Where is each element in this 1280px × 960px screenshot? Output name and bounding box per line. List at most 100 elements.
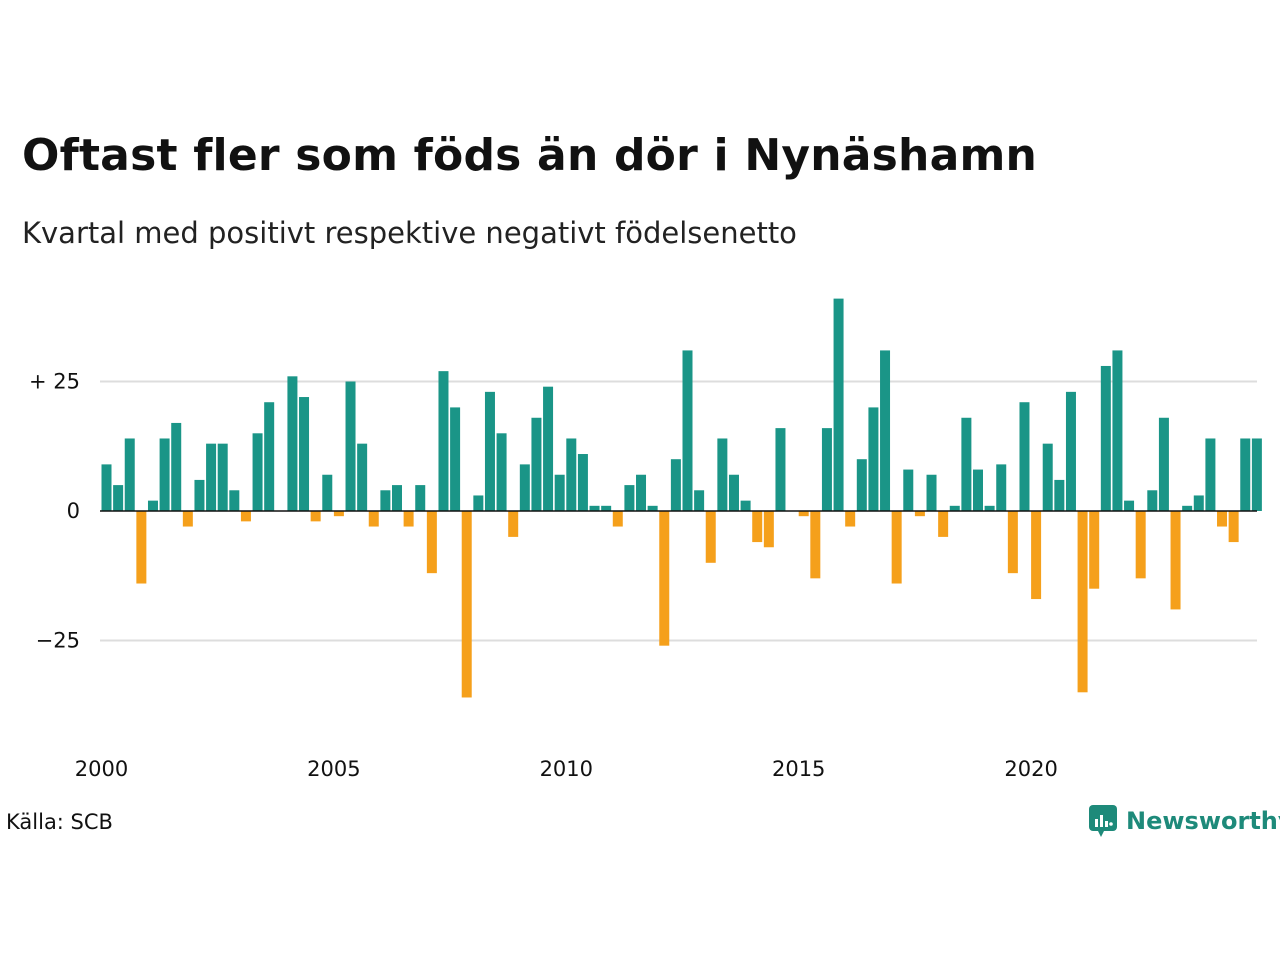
brand-logo: Newsworthy <box>1088 804 1280 838</box>
bar-positive <box>1124 500 1135 511</box>
bar-positive <box>833 298 844 511</box>
bar-positive <box>206 443 217 511</box>
bar-negative <box>705 511 716 563</box>
bar-positive <box>217 443 228 511</box>
bar-negative <box>182 511 193 527</box>
bar-negative <box>1089 511 1100 589</box>
bar-positive <box>682 350 693 511</box>
bar-positive <box>194 479 205 511</box>
bar-positive <box>543 386 554 511</box>
bar-positive <box>264 402 275 511</box>
bar-negative <box>368 511 379 527</box>
bar-positive <box>856 459 867 511</box>
bar-positive <box>670 459 681 511</box>
x-tick-label: 2010 <box>540 757 593 781</box>
bar-chart: + 25 0 −25 2000 2005 2010 2015 2020 <box>29 298 1262 781</box>
source-note: Källa: SCB <box>6 810 113 834</box>
bar-positive <box>566 438 577 511</box>
bar-positive <box>577 454 588 511</box>
bar-negative <box>752 511 763 543</box>
y-tick-label: + 25 <box>29 370 80 394</box>
bar-positive <box>1147 490 1158 511</box>
bar-positive <box>357 443 368 511</box>
bar-positive <box>299 397 310 511</box>
bar-positive <box>1054 479 1065 511</box>
bar-positive <box>1042 443 1053 511</box>
bar-negative <box>426 511 437 574</box>
bar-negative <box>1135 511 1146 579</box>
bar-negative <box>891 511 902 584</box>
bar-negative <box>810 511 821 579</box>
bar-positive <box>113 485 124 511</box>
y-tick-label: −25 <box>36 629 80 653</box>
bar-positive <box>903 469 914 511</box>
bar-positive <box>996 464 1007 511</box>
bar-positive <box>821 428 832 511</box>
bar-negative <box>798 511 809 517</box>
bar-positive <box>159 438 170 511</box>
bar-positive <box>322 474 333 511</box>
bar-positive <box>380 490 391 511</box>
bar-positive <box>728 474 739 511</box>
bar-negative <box>1217 511 1228 527</box>
bar-positive <box>624 485 635 511</box>
bar-positive <box>554 474 565 511</box>
bar-positive <box>601 505 612 511</box>
bar-negative <box>914 511 925 517</box>
bar-positive <box>647 505 658 511</box>
bar-positive <box>1112 350 1123 511</box>
bar-positive <box>775 428 786 511</box>
bar-positive <box>636 474 647 511</box>
bar-positive <box>531 417 542 511</box>
bar-positive <box>973 469 983 511</box>
bar-positive <box>740 500 751 511</box>
bar-negative <box>1228 511 1239 543</box>
bar-negative <box>1170 511 1181 610</box>
bar-negative <box>938 511 949 537</box>
bar-negative <box>845 511 856 527</box>
bar-positive <box>438 371 449 511</box>
bars <box>101 298 1262 698</box>
bar-positive <box>1100 365 1111 511</box>
bar-negative <box>763 511 774 548</box>
bar-positive <box>1019 402 1030 511</box>
bar-positive <box>450 407 461 511</box>
bar-negative <box>508 511 519 537</box>
bar-negative <box>659 511 670 646</box>
bar-negative <box>1077 511 1088 693</box>
bar-positive <box>694 490 705 511</box>
x-tick-label: 2015 <box>772 757 825 781</box>
bar-positive <box>926 474 937 511</box>
bar-positive <box>589 505 600 511</box>
x-tick-label: 2005 <box>307 757 360 781</box>
x-tick-label: 2020 <box>1004 757 1057 781</box>
y-axis-ticks: + 25 0 −25 <box>29 370 80 653</box>
bar-positive <box>1193 495 1204 511</box>
y-tick-label: 0 <box>67 499 80 523</box>
bar-positive <box>252 433 263 511</box>
bar-negative <box>240 511 251 522</box>
bar-positive <box>392 485 402 511</box>
bar-positive <box>496 433 507 511</box>
bar-positive <box>1251 438 1262 511</box>
bar-positive <box>473 495 484 511</box>
bar-negative <box>461 511 472 698</box>
bar-positive <box>101 464 112 511</box>
x-tick-label: 2000 <box>75 757 128 781</box>
x-axis-ticks: 2000 2005 2010 2015 2020 <box>75 757 1058 781</box>
bar-positive <box>519 464 530 511</box>
bar-positive <box>229 490 240 511</box>
bar-negative <box>310 511 321 522</box>
bar-positive <box>1158 417 1169 511</box>
newsworthy-logo-icon <box>1089 805 1117 837</box>
bar-positive <box>287 376 298 511</box>
bar-negative <box>136 511 147 584</box>
bar-negative <box>403 511 414 527</box>
bar-positive <box>1205 438 1216 511</box>
bar-positive <box>124 438 135 511</box>
bar-positive <box>171 422 182 511</box>
brand-name: Newsworthy <box>1126 807 1280 835</box>
bar-positive <box>717 438 728 511</box>
bar-negative <box>333 511 344 517</box>
bar-negative <box>1007 511 1018 574</box>
